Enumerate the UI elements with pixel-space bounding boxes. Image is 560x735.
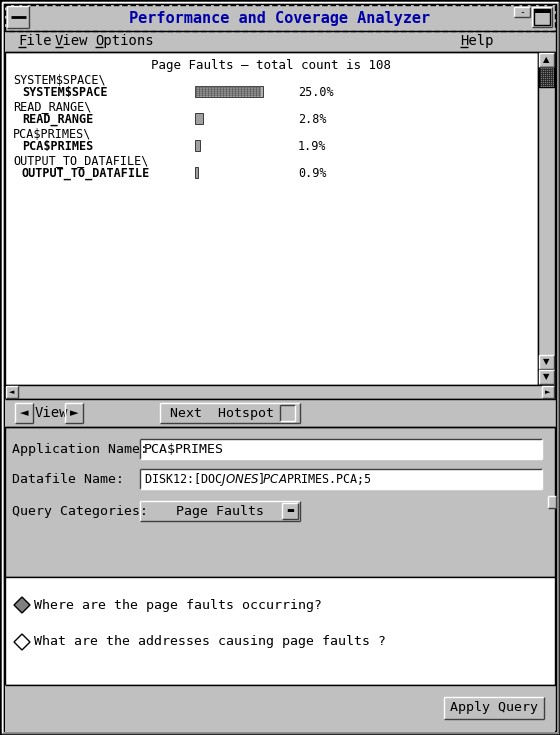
Bar <box>160 403 300 423</box>
Bar <box>5 5 555 31</box>
Bar <box>282 503 298 519</box>
Text: Page Faults – total count is 108: Page Faults – total count is 108 <box>151 59 391 71</box>
Text: View: View <box>35 406 68 420</box>
Bar <box>542 386 554 398</box>
Bar <box>6 386 18 398</box>
Text: What are the addresses causing page faults ?: What are the addresses causing page faul… <box>34 636 386 648</box>
Text: Page Faults: Page Faults <box>176 504 264 517</box>
Text: ▬: ▬ <box>286 506 294 515</box>
Bar <box>140 439 542 459</box>
Text: Help: Help <box>460 34 493 48</box>
Text: Performance and Coverage Analyzer: Performance and Coverage Analyzer <box>129 10 431 26</box>
Text: SYSTEM$SPACE\: SYSTEM$SPACE\ <box>13 74 106 87</box>
Text: File: File <box>18 34 52 48</box>
Text: ◄: ◄ <box>10 389 15 395</box>
Text: ▼: ▼ <box>543 357 549 367</box>
Polygon shape <box>14 597 30 613</box>
Text: DISK12:[DOC$JONES]PCA$PRIMES.PCA;5: DISK12:[DOC$JONES]PCA$PRIMES.PCA;5 <box>144 470 372 487</box>
Bar <box>141 502 299 520</box>
Bar <box>5 385 555 399</box>
Bar <box>444 697 544 719</box>
Bar <box>65 403 83 423</box>
Bar <box>195 113 203 124</box>
Bar <box>548 496 556 508</box>
Text: OUTPUT_TO_DATAFILE\: OUTPUT_TO_DATAFILE\ <box>13 154 148 168</box>
Bar <box>5 577 555 685</box>
Text: ►: ► <box>545 389 550 395</box>
Bar <box>5 427 555 577</box>
Bar <box>195 140 200 151</box>
Text: 25.0%: 25.0% <box>298 85 334 98</box>
Bar <box>15 403 33 423</box>
Bar <box>5 685 555 732</box>
Bar <box>7 6 29 28</box>
Text: -: - <box>519 7 525 17</box>
Text: ◄: ◄ <box>20 408 28 418</box>
Text: ▼: ▼ <box>543 373 549 381</box>
Text: SYSTEM$SPACE: SYSTEM$SPACE <box>22 85 108 98</box>
Bar <box>539 67 554 87</box>
Text: ►: ► <box>70 408 78 418</box>
Text: ▲: ▲ <box>543 56 549 65</box>
Bar <box>534 9 550 13</box>
Polygon shape <box>14 634 30 650</box>
Bar <box>195 86 263 97</box>
Bar <box>195 167 198 178</box>
Text: Next  Hotspot: Next Hotspot <box>170 406 274 420</box>
Text: 1.9%: 1.9% <box>298 140 326 152</box>
Bar <box>5 31 555 52</box>
Bar <box>445 698 543 718</box>
Bar <box>534 9 550 25</box>
Bar <box>539 53 554 67</box>
Bar <box>514 7 530 17</box>
Text: Where are the page faults occurring?: Where are the page faults occurring? <box>34 598 322 612</box>
Text: Query Categories:: Query Categories: <box>12 504 148 517</box>
Text: READ_RANGE\: READ_RANGE\ <box>13 101 91 113</box>
Bar <box>538 52 555 385</box>
Text: Options: Options <box>95 34 153 48</box>
Text: PCA$PRIMES\: PCA$PRIMES\ <box>13 127 91 140</box>
Text: Datafile Name:: Datafile Name: <box>12 473 124 486</box>
Text: Application Name:: Application Name: <box>12 442 148 456</box>
Text: 2.8%: 2.8% <box>298 112 326 126</box>
Text: Apply Query: Apply Query <box>450 701 538 714</box>
Bar <box>5 52 538 385</box>
Bar <box>539 370 554 384</box>
Text: PCA$PRIMES: PCA$PRIMES <box>144 442 224 456</box>
Text: OUTPUT_TO_DATAFILE: OUTPUT_TO_DATAFILE <box>22 167 150 179</box>
Bar <box>539 355 554 369</box>
Text: 0.9%: 0.9% <box>298 167 326 179</box>
Bar <box>280 405 295 421</box>
Text: READ_RANGE: READ_RANGE <box>22 112 94 126</box>
Text: PCA$PRIMES: PCA$PRIMES <box>22 140 94 152</box>
Bar <box>5 399 555 427</box>
Bar <box>140 469 542 489</box>
Bar <box>5 5 555 31</box>
Bar <box>140 501 300 521</box>
Text: View: View <box>55 34 88 48</box>
Bar <box>532 7 552 27</box>
